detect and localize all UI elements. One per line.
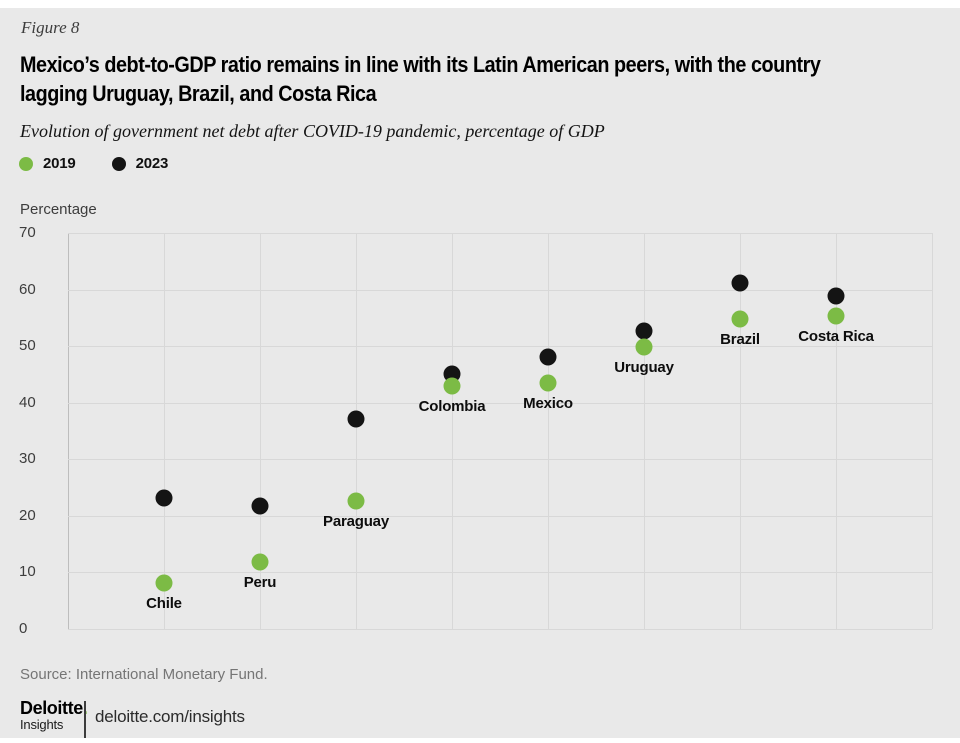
insights-wordmark: Insights — [20, 717, 64, 732]
data-point-brazil-2023 — [731, 274, 749, 292]
gridline-horizontal — [68, 233, 932, 234]
legend-swatch-2019-icon — [19, 156, 33, 171]
footer-divider — [84, 701, 86, 739]
country-label-mexico: Mexico — [523, 394, 573, 412]
gridline-vertical — [932, 233, 933, 629]
y-tick-label: 50 — [19, 337, 36, 355]
data-point-costa-rica-2019 — [827, 307, 845, 325]
deloitte-insights-logo: Deloitte. Insights — [20, 698, 88, 732]
figure-label: Figure 8 — [21, 18, 80, 37]
y-tick-label: 70 — [19, 224, 36, 241]
legend-item-2019: 2019 — [19, 155, 76, 172]
country-label-paraguay: Paraguay — [323, 512, 389, 530]
chart-title-line-1: Mexico’s debt-to-GDP ratio remains in li… — [20, 52, 821, 77]
bottom-margin-strip — [0, 738, 960, 743]
gridline-horizontal — [68, 459, 932, 461]
y-tick-label: 0 — [19, 620, 28, 637]
data-point-mexico-2023 — [539, 348, 557, 366]
data-point-uruguay-2023 — [635, 322, 653, 340]
insights-link[interactable]: deloitte.com/insights — [95, 707, 245, 726]
country-label-colombia: Colombia — [418, 398, 486, 416]
gridline-vertical — [548, 233, 549, 629]
gridline-vertical — [836, 233, 837, 629]
gridline-vertical — [452, 233, 453, 629]
legend-swatch-2023-icon — [111, 156, 126, 171]
data-point-paraguay-2019 — [347, 492, 365, 510]
gridline-horizontal — [68, 402, 932, 404]
data-point-paraguay-2023 — [347, 410, 365, 428]
country-label-chile: Chile — [146, 594, 182, 612]
data-point-brazil-2019 — [731, 310, 749, 328]
gridline-vertical — [164, 233, 165, 629]
data-point-chile-2019 — [155, 574, 173, 592]
gridline-horizontal — [68, 572, 932, 574]
y-tick-label: 40 — [19, 393, 36, 411]
country-label-costa-rica: Costa Rica — [798, 328, 874, 346]
data-point-chile-2023 — [155, 489, 173, 507]
country-label-uruguay: Uruguay — [614, 359, 674, 377]
y-tick-label: 30 — [19, 450, 36, 468]
data-point-costa-rica-2023 — [827, 287, 845, 305]
country-label-brazil: Brazil — [720, 330, 760, 348]
top-margin-strip — [0, 0, 960, 8]
gridline-vertical — [644, 233, 645, 629]
y-axis-title: Percentage — [20, 201, 97, 218]
gridline-horizontal — [68, 629, 932, 630]
chart-subtitle: Evolution of government net debt after C… — [20, 121, 605, 141]
source-note: Source: International Monetary Fund. — [20, 666, 268, 683]
y-axis-line — [68, 233, 69, 629]
data-point-peru-2023 — [251, 497, 269, 515]
y-tick-label: 60 — [19, 280, 36, 298]
data-point-colombia-2019 — [443, 377, 461, 395]
deloitte-wordmark-text: Deloitte — [20, 698, 83, 718]
gridline-horizontal — [68, 289, 932, 291]
chart-title-line-2: lagging Uruguay, Brazil, and Costa Rica — [20, 81, 377, 106]
gridline-horizontal — [68, 515, 932, 517]
country-label-peru: Peru — [243, 574, 277, 592]
y-tick-label: 10 — [19, 563, 36, 581]
y-tick-label: 20 — [19, 506, 36, 524]
legend: 2019 2023 — [19, 155, 204, 172]
plot-area: Chile Peru Paraguay Colombia Mexico Uruguay Br… — [68, 233, 933, 630]
gridline-vertical — [356, 233, 357, 629]
legend-label-2019: 2019 — [43, 155, 76, 172]
deloitte-wordmark: Deloitte. — [20, 698, 88, 718]
data-point-uruguay-2019 — [635, 338, 653, 356]
gridline-vertical — [740, 233, 741, 629]
legend-label-2023: 2023 — [135, 155, 169, 172]
data-point-peru-2019 — [251, 553, 269, 571]
gridline-vertical — [260, 233, 261, 629]
chart-title: Mexico’s debt-to-GDP ratio remains in li… — [20, 50, 947, 108]
legend-item-2023: 2023 — [111, 155, 169, 172]
data-point-mexico-2019 — [539, 374, 557, 392]
gridline-horizontal — [68, 346, 932, 348]
